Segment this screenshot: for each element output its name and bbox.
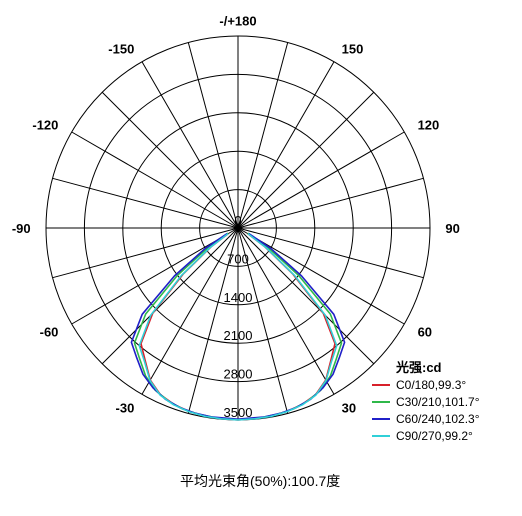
polar-chart: 07001400210028003500-/+180-150-120-90-60… <box>0 0 522 516</box>
legend-title: 光强:cd <box>395 360 442 375</box>
angle-label: -30 <box>116 401 135 416</box>
angle-label: -90 <box>12 221 31 236</box>
legend-label: C90/270,99.2° <box>396 429 473 443</box>
legend-label: C30/210,101.7° <box>396 395 480 409</box>
bottom-caption: 平均光束角(50%):100.7度 <box>180 473 340 489</box>
legend-label: C60/240,102.3° <box>396 412 480 426</box>
angle-label: -150 <box>108 41 134 56</box>
r-tick-label: 2100 <box>224 328 253 343</box>
r-tick-label: 700 <box>227 251 249 266</box>
angle-label: 30 <box>342 401 356 416</box>
r-tick-label: 0 <box>234 213 241 228</box>
angle-label: -60 <box>40 325 59 340</box>
angle-label: -120 <box>32 117 58 132</box>
angle-label: 120 <box>418 117 440 132</box>
angle-label: 150 <box>342 41 364 56</box>
r-tick-label: 1400 <box>224 290 253 305</box>
angle-label: -/+180 <box>219 14 256 29</box>
legend-label: C0/180,99.3° <box>396 378 466 392</box>
r-tick-label: 2800 <box>224 367 253 382</box>
angle-label: 90 <box>445 221 459 236</box>
angle-label: 60 <box>418 325 432 340</box>
